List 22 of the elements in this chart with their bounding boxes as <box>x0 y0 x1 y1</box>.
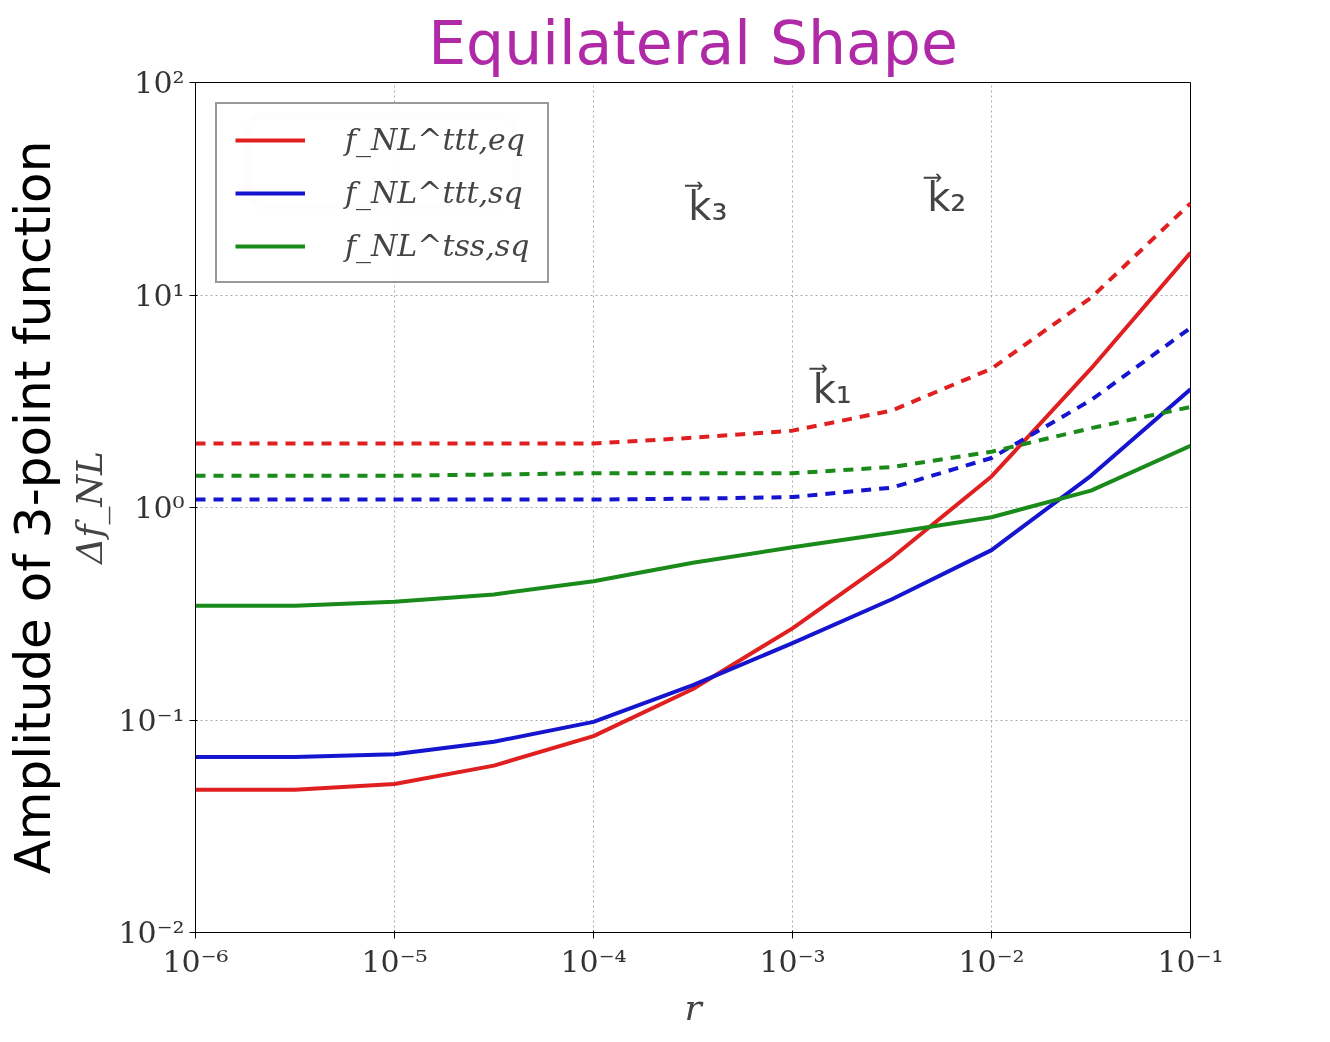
annotation: k⃗₂ <box>923 172 967 221</box>
chart-title: Equilateral Shape <box>428 7 958 78</box>
text: Amplitude of 3-point function <box>3 140 62 875</box>
line-series <box>195 443 1191 608</box>
x-axis-title: r <box>684 986 704 1028</box>
line-series <box>195 405 1191 478</box>
x-tick-label: 10⁻⁴ <box>560 943 627 979</box>
y-tick-label: 10² <box>134 65 185 100</box>
legend-label: f_NL^tss,sq <box>345 228 530 263</box>
legend-label: f_NL^ttt,eq <box>345 122 526 157</box>
y-tick-label: 10¹ <box>134 277 185 313</box>
annotation: k⃗₃ <box>684 181 728 229</box>
annotation: k⃗₁ <box>809 364 852 412</box>
x-tick-label: 10⁻⁵ <box>361 943 428 979</box>
y-tick-label: 10⁻¹ <box>118 702 185 738</box>
y-axis-title: Δf_NL <box>69 451 112 566</box>
x-tick-label: 10⁻² <box>958 943 1025 979</box>
y-tick-label: 10⁰ <box>134 490 185 525</box>
legend-label: f_NL^ttt,sq <box>345 175 523 210</box>
x-tick-label: 10⁻¹ <box>1157 943 1224 979</box>
x-tick-label: 10⁻³ <box>759 943 826 979</box>
line-series <box>195 325 1191 502</box>
